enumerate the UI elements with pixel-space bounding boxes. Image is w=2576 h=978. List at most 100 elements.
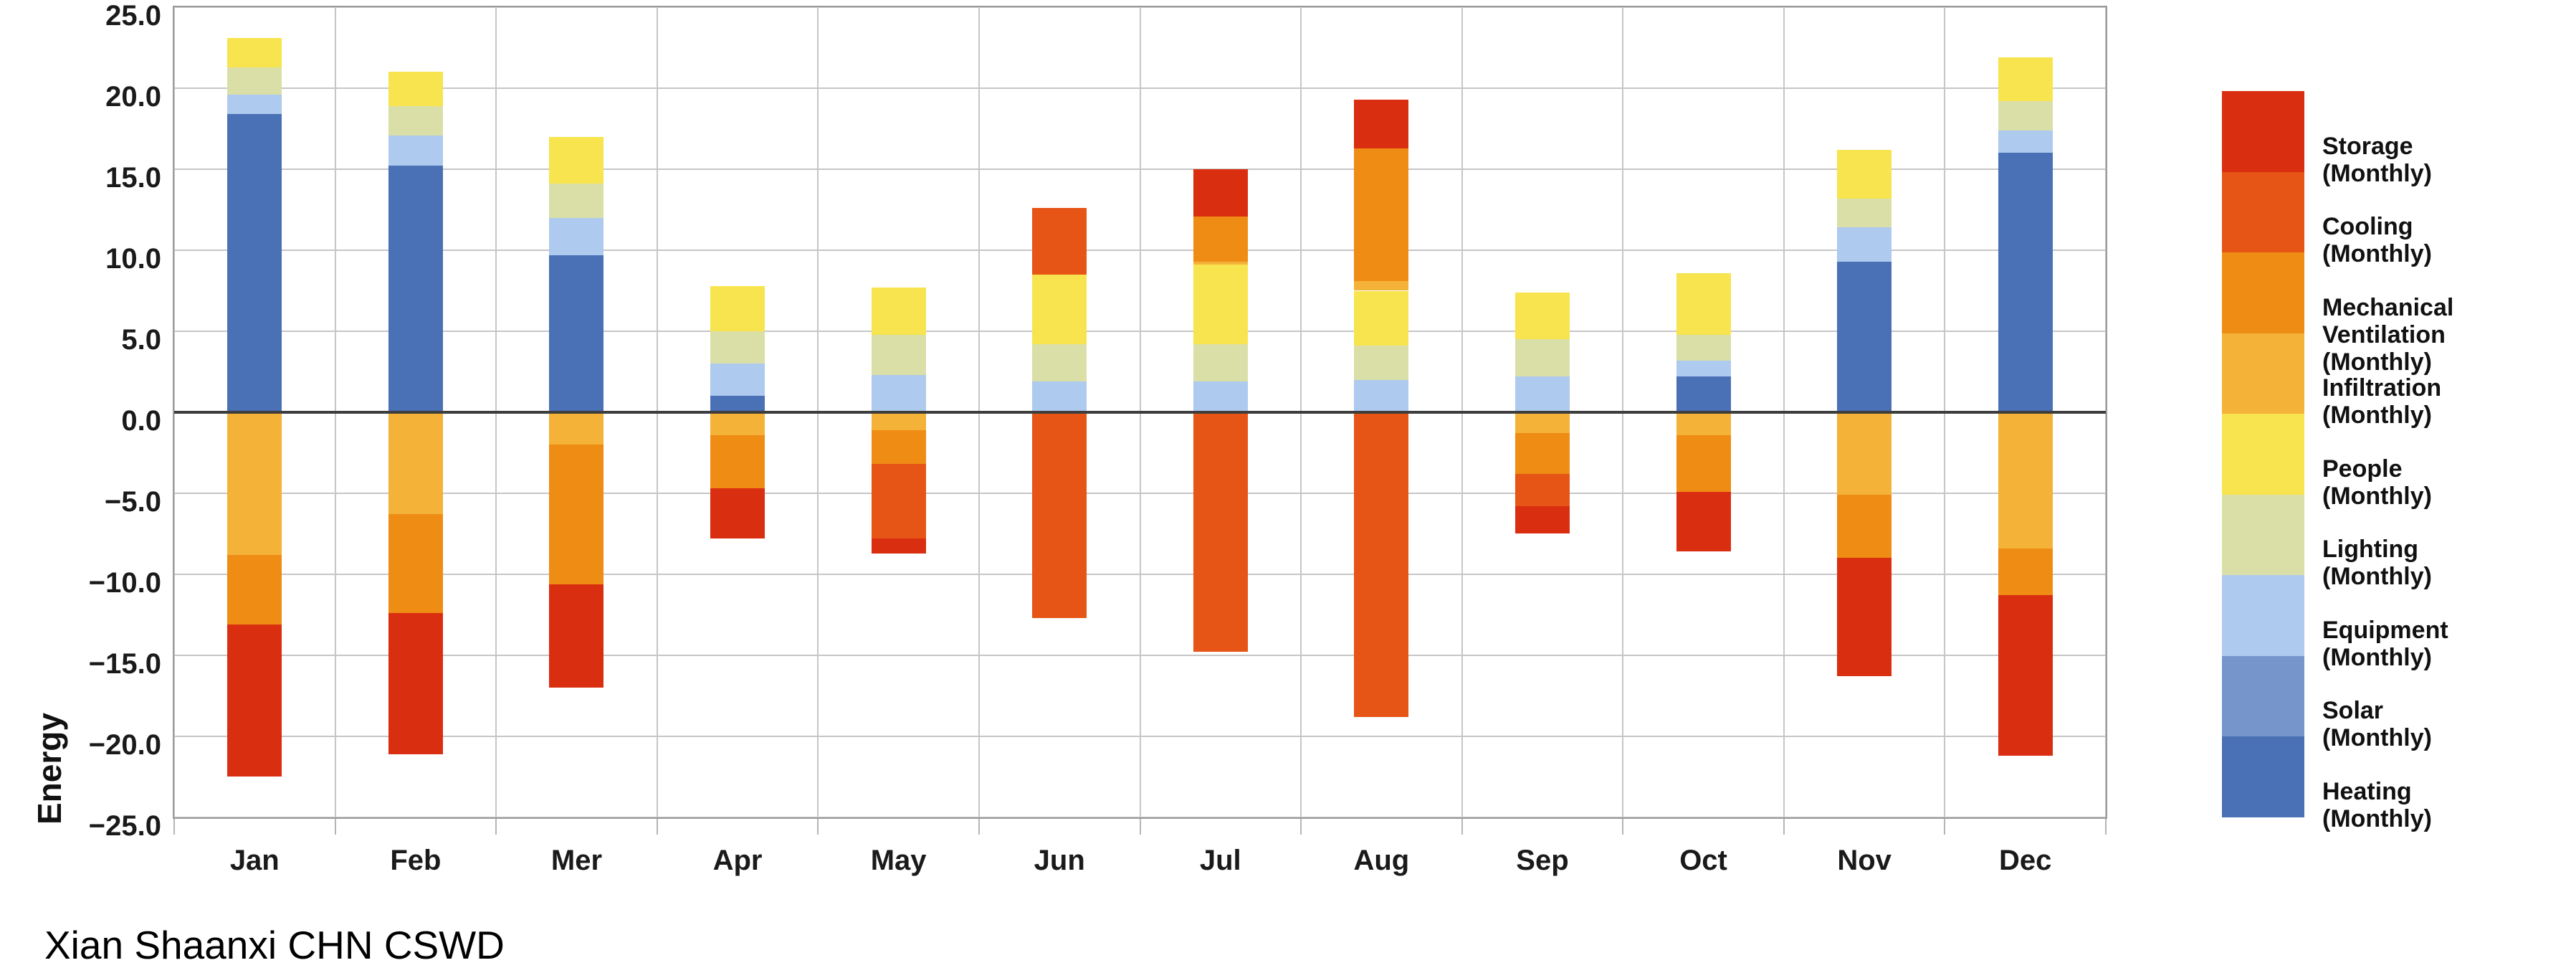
bar-segment [388,72,443,106]
legend-label-name: Equipment [2322,616,2448,644]
bar-segment [871,538,926,554]
bar-segment [1998,548,2053,596]
bar-segment [1514,339,1570,377]
y-tick-label: −10.0 [88,567,161,599]
bar-segment [388,613,443,754]
legend-label-name: Cooling [2322,213,2413,241]
y-tick-label: 0.0 [121,405,161,437]
x-tickmark [817,817,819,835]
x-tickmark [334,817,336,835]
legend-label: Cooling (Monthly) [2322,213,2576,267]
bar-segment [1514,292,1570,340]
bar-segment [227,95,282,115]
bar-segment [549,412,604,445]
bar-segment [549,584,604,688]
month-label: Aug [1353,845,1410,876]
legend-swatch [2222,494,2304,576]
bar-segment [1032,208,1087,275]
bar-segment [1032,381,1087,412]
bar-segment [710,396,765,412]
zero-line [174,411,2106,414]
bar-segment [1837,198,1892,228]
legend-label: Solar (Monthly) [2322,697,2576,751]
x-tickmark [1622,817,1624,835]
bar-segment [1193,169,1248,217]
legend-label-period: (Monthly) [2322,348,2432,376]
bar-segment [1032,274,1087,345]
bar-segment [1193,265,1248,345]
x-tickmark [173,817,175,835]
legend-swatch [2222,736,2304,818]
y-tick-label: 5.0 [121,324,161,356]
bar-segment [1998,130,2053,153]
x-tickmark [656,817,658,835]
bar-segment [710,285,765,331]
bar-segment [1354,280,1409,291]
legend-label-period: (Monthly) [2322,563,2432,591]
legend-label: Lighting (Monthly) [2322,536,2576,590]
bar-segment [549,217,604,255]
bar-segment [549,445,604,584]
legend-label: Heating (Monthly) [2322,778,2576,832]
y-tick-label: 15.0 [105,162,161,194]
bar-segment [227,37,282,67]
chart-title: Xian Shaanxi CHN CSWD [44,923,505,967]
x-tickmark [1461,817,1463,835]
bar-segment [549,184,604,218]
y-tick-label: −20.0 [88,729,161,761]
bar-segment [871,412,926,430]
y-tick-label: 20.0 [105,81,161,113]
legend-label-period: (Monthly) [2322,482,2432,510]
bar-segment [1837,495,1892,559]
month-label: Dec [1999,845,2052,876]
y-tick-label: −5.0 [105,486,161,518]
legend-label-period: (Monthly) [2322,402,2432,429]
bar-segment [1998,595,2053,756]
bar-segment [871,464,926,539]
bar-segment [1193,344,1248,382]
bar-segment [1514,376,1570,412]
month-label: Jun [1034,845,1085,876]
bar-segment [1193,216,1248,262]
bar-segment [1354,148,1409,281]
bar-segment [388,514,443,614]
bar-segment [871,287,926,335]
month-label: Jan [229,845,280,876]
bar-segment [1514,506,1570,534]
bar-segment [1514,433,1570,474]
legend-label-name: Heating [2322,778,2412,805]
bar-segment [1514,473,1570,507]
legend-swatch [2222,333,2304,414]
y-tick-label: −15.0 [88,648,161,680]
bar-segment [1676,272,1731,335]
bar-segment [227,67,282,95]
y-tick-label: 10.0 [105,243,161,275]
month-label: Sep [1516,845,1569,876]
month-label: Feb [390,845,442,876]
bar-segment [710,488,765,539]
bar-segment [1193,381,1248,412]
legend-label: Equipment (Monthly) [2322,617,2576,671]
x-tickmark [495,817,497,835]
bar-segment [1032,412,1087,619]
bar-segment [1837,558,1892,677]
legend-label: People (Monthly) [2322,455,2576,510]
month-label: May [870,845,927,876]
bar-segment [1998,153,2053,412]
bar-segment [710,331,765,364]
bar-segment [227,114,282,412]
month-label: Oct [1679,845,1727,876]
y-tick-label: −25.0 [88,810,161,842]
legend-swatch [2222,91,2304,173]
bar-segment [1032,344,1087,382]
bar-segment [1837,412,1892,495]
bar-segment [1354,290,1409,346]
bar-segment [1998,57,2053,102]
bar-segment [1514,412,1570,434]
bar-segment [1676,412,1731,435]
bar-segment [1354,99,1409,148]
legend-swatch [2222,414,2304,495]
x-tickmark [1139,817,1141,835]
legend-label: Infiltration (Monthly) [2322,374,2576,429]
